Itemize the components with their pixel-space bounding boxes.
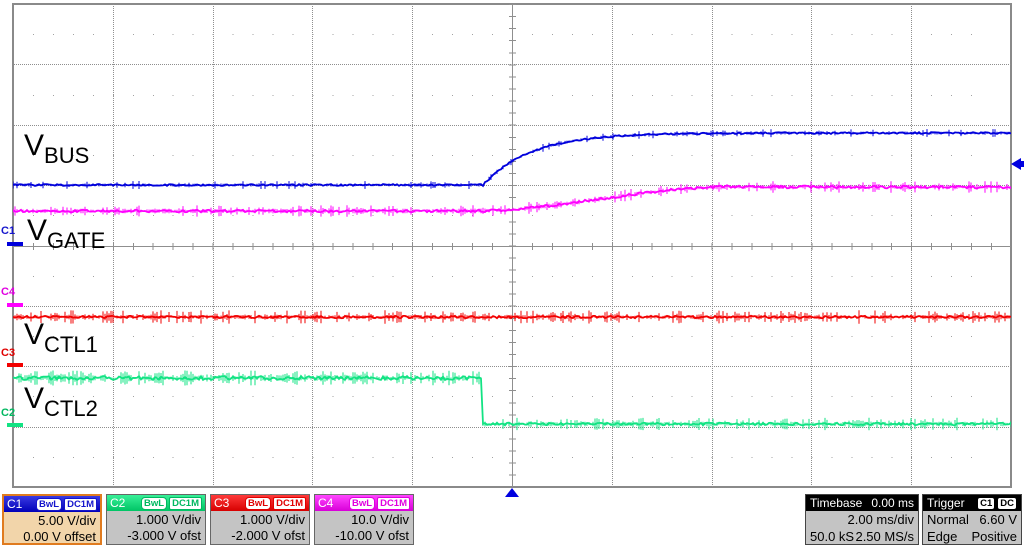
trigger-title: Trigger (927, 496, 965, 510)
trigger-coupling-badge: DC (997, 496, 1017, 510)
coupling-badge: DC1M (377, 496, 410, 510)
channel-id: C3 (214, 496, 230, 510)
waveform-trace-c1 (13, 131, 1011, 188)
offset-value: 0.00 V offset (23, 529, 96, 544)
trace-label-vctl2: VCTL2 (24, 382, 98, 421)
waveform-fuzz-c2 (13, 370, 1011, 431)
trigger-descriptor[interactable]: Trigger C1 DC Normal 6.60 V Edge Positiv… (922, 494, 1022, 545)
offset-marker-dash-c4[interactable] (7, 303, 23, 307)
trigger-mode: Normal (927, 512, 969, 527)
offset-value: -3.000 V ofst (127, 528, 201, 543)
volts-per-div: 5.00 V/div (38, 513, 96, 528)
sample-count: 50.0 kS (810, 529, 855, 544)
offset-value: -2.000 V ofst (231, 528, 305, 543)
timebase-position: 0.00 ms (871, 496, 914, 510)
channel-id: C1 (7, 497, 23, 511)
bandwidth-limit-badge: BwL (349, 496, 376, 510)
volts-per-div: 1.000 V/div (239, 512, 305, 527)
trigger-type: Edge (927, 529, 958, 544)
trigger-level: 6.60 V (979, 512, 1017, 527)
gridline (13, 245, 1011, 247)
trace-label-vbus: VBUS (24, 129, 90, 168)
trigger-slope: Positive (971, 529, 1017, 544)
coupling-badge: DC1M (273, 496, 306, 510)
timebase-header: Timebase 0.00 ms (806, 495, 918, 511)
channel-header-c1: C1 BwL DC1M (4, 496, 100, 512)
channel-id: C4 (318, 496, 334, 510)
channel-header-c2: C2 BwL DC1M (107, 495, 205, 511)
time-per-div: 2.00 ms/div (847, 512, 914, 527)
offset-marker-label-c1: C1 (1, 225, 16, 237)
offset-value: -10.00 V ofst (335, 528, 409, 543)
channel-descriptor-c1[interactable]: C1 BwL DC1M 5.00 V/div 0.00 V offset (2, 494, 102, 545)
timebase-descriptor[interactable]: Timebase 0.00 ms 2.00 ms/div 50.0 kS 2.5… (805, 494, 919, 545)
waveform-trace-c2 (13, 374, 1011, 427)
sample-rate: 2.50 MS/s (855, 529, 914, 544)
offset-marker-label-c4: C4 (1, 286, 16, 298)
bandwidth-limit-badge: BwL (36, 497, 63, 511)
coupling-badge: DC1M (64, 497, 97, 511)
volts-per-div: 10.0 V/div (351, 512, 409, 527)
timebase-title: Timebase (810, 496, 863, 510)
trigger-level-marker[interactable] (1011, 158, 1021, 170)
offset-marker-label-c3: C3 (1, 347, 16, 359)
trigger-level-marker-tail (1020, 161, 1024, 167)
waveform-trace-c4 (13, 184, 1011, 214)
trigger-source-badge: C1 (977, 496, 996, 510)
channel-descriptor-c2[interactable]: C2 BwL DC1M 1.000 V/div -3.000 V ofst (106, 494, 206, 545)
trace-label-vgate: VGATE (27, 214, 106, 253)
channel-descriptor-c4[interactable]: C4 BwL DC1M 10.0 V/div -10.00 V ofst (314, 494, 414, 545)
channel-descriptor-c3[interactable]: C3 BwL DC1M 1.000 V/div -2.000 V ofst (210, 494, 310, 545)
bandwidth-limit-badge: BwL (141, 496, 168, 510)
bandwidth-limit-badge: BwL (245, 496, 272, 510)
offset-marker-label-c2: C2 (1, 407, 16, 419)
waveform-fuzz-c1 (13, 129, 1011, 189)
volts-per-div: 1.000 V/div (135, 512, 201, 527)
offset-marker-dash-c2[interactable] (7, 423, 23, 427)
trigger-header: Trigger C1 DC (923, 495, 1021, 511)
channel-header-c4: C4 BwL DC1M (315, 495, 413, 511)
coupling-badge: DC1M (169, 496, 202, 510)
trace-label-vctl1: VCTL1 (24, 318, 98, 357)
offset-marker-dash-c3[interactable] (7, 363, 23, 367)
waveform-trace-c3 (13, 314, 1011, 320)
channel-header-c3: C3 BwL DC1M (211, 495, 309, 511)
trigger-time-marker[interactable] (505, 488, 519, 497)
channel-id: C2 (110, 496, 126, 510)
offset-marker-dash-c1[interactable] (7, 242, 23, 246)
